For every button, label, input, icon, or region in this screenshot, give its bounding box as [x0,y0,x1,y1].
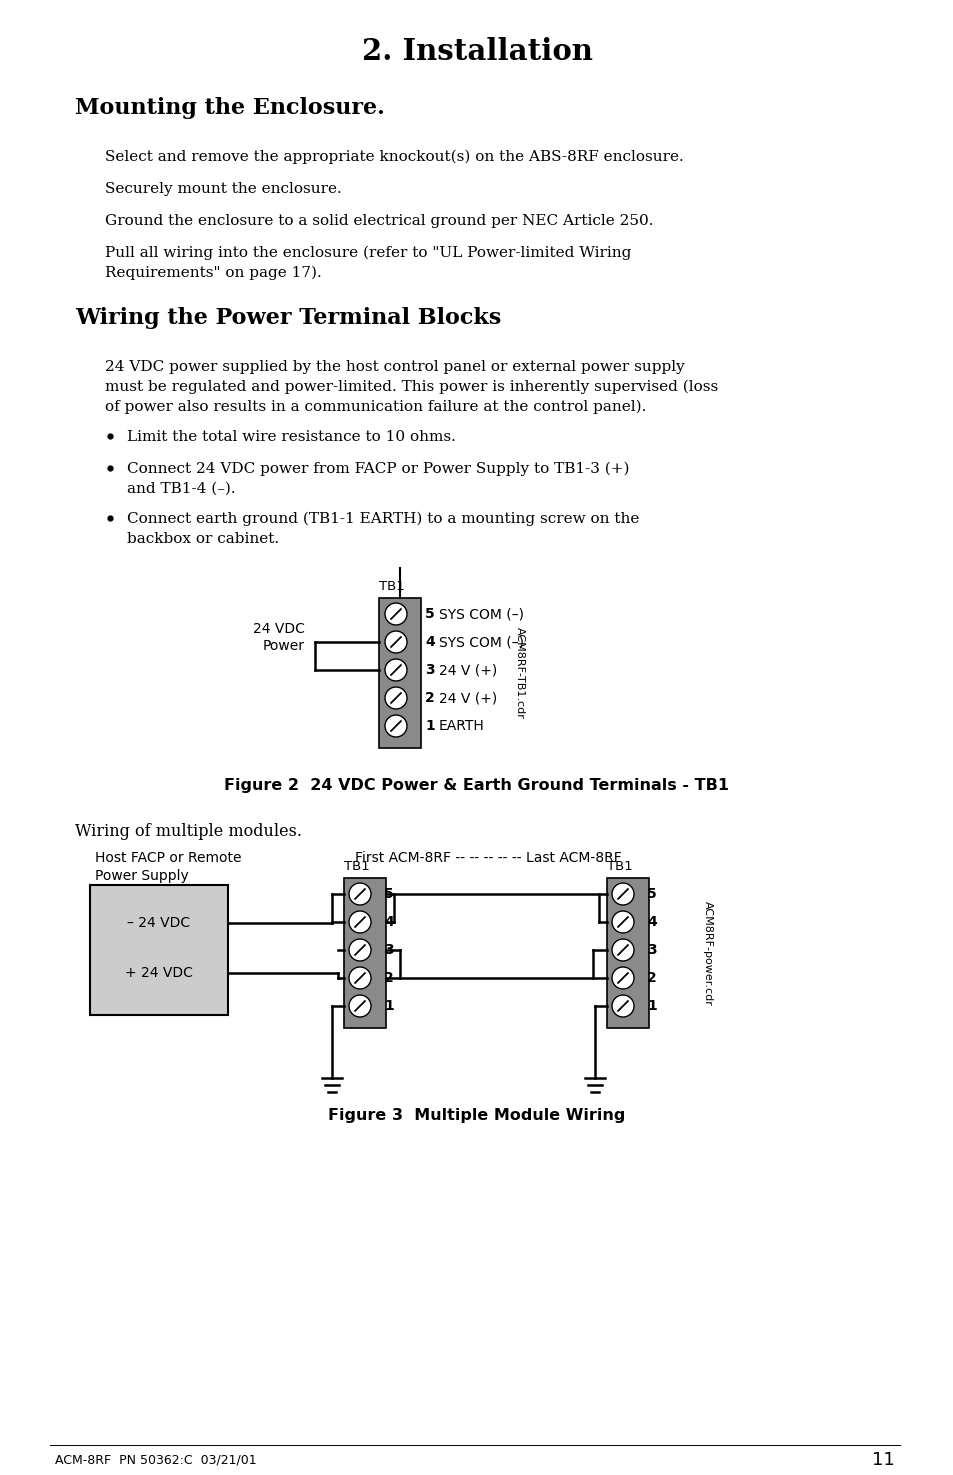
Text: SYS COM (–): SYS COM (–) [438,608,523,621]
Text: Mounting the Enclosure.: Mounting the Enclosure. [75,97,384,119]
Circle shape [349,884,371,906]
Text: 24 V (+): 24 V (+) [438,662,497,677]
Text: EARTH: EARTH [438,718,484,733]
Text: 5: 5 [384,886,394,901]
Text: ACM8RF-TB1.cdr: ACM8RF-TB1.cdr [515,627,524,718]
Text: 5: 5 [424,608,435,621]
Bar [90,885,228,1015]
Text: Limit the total wire resistance to 10 ohms.: Limit the total wire resistance to 10 oh… [127,431,456,444]
Circle shape [349,912,371,934]
Text: 24 VDC: 24 VDC [253,622,305,636]
Circle shape [385,659,407,681]
Text: Securely mount the enclosure.: Securely mount the enclosure. [105,181,341,196]
Text: 5: 5 [646,886,656,901]
Text: Wiring the Power Terminal Blocks: Wiring the Power Terminal Blocks [75,307,500,329]
Text: 1: 1 [384,999,394,1013]
Text: 3: 3 [384,943,394,957]
Circle shape [612,912,634,934]
Text: Ground the enclosure to a solid electrical ground per NEC Article 250.: Ground the enclosure to a solid electric… [105,214,653,229]
Bar [344,878,386,1028]
Text: Power Supply: Power Supply [95,869,189,884]
Circle shape [612,884,634,906]
Text: Connect earth ground (TB1-1 EARTH) to a mounting screw on the: Connect earth ground (TB1-1 EARTH) to a … [127,512,639,527]
Text: 1: 1 [424,718,435,733]
Text: TB1: TB1 [344,860,370,873]
Text: ACM-8RF  PN 50362:C  03/21/01: ACM-8RF PN 50362:C 03/21/01 [55,1453,256,1466]
Text: of power also results in a communication failure at the control panel).: of power also results in a communication… [105,400,646,414]
Text: 11: 11 [871,1451,894,1469]
Text: must be regulated and power-limited. This power is inherently supervised (loss: must be regulated and power-limited. Thi… [105,381,718,394]
Text: and TB1-4 (–).: and TB1-4 (–). [127,482,235,496]
Text: 4: 4 [646,914,656,929]
Circle shape [385,631,407,653]
Text: SYS COM (–): SYS COM (–) [438,636,523,649]
Circle shape [349,968,371,990]
Text: 2: 2 [424,690,435,705]
Circle shape [612,996,634,1016]
Text: Figure 2  24 VDC Power & Earth Ground Terminals - TB1: Figure 2 24 VDC Power & Earth Ground Ter… [224,777,729,794]
Circle shape [349,996,371,1016]
Circle shape [385,603,407,625]
Text: backbox or cabinet.: backbox or cabinet. [127,532,279,546]
Circle shape [385,715,407,738]
Circle shape [385,687,407,709]
Circle shape [612,968,634,990]
Text: 3: 3 [646,943,656,957]
Text: 24 VDC power supplied by the host control panel or external power supply: 24 VDC power supplied by the host contro… [105,360,684,375]
Text: Figure 3  Multiple Module Wiring: Figure 3 Multiple Module Wiring [328,1108,625,1122]
Text: 4: 4 [424,636,435,649]
Text: First ACM-8RF -- -- -- -- -- Last ACM-8RF: First ACM-8RF -- -- -- -- -- Last ACM-8R… [355,851,621,864]
Text: Select and remove the appropriate knockout(s) on the ABS-8RF enclosure.: Select and remove the appropriate knocko… [105,150,683,164]
Text: Connect 24 VDC power from FACP or Power Supply to TB1-3 (+): Connect 24 VDC power from FACP or Power … [127,462,629,476]
Text: Wiring of multiple modules.: Wiring of multiple modules. [75,823,302,839]
Text: TB1: TB1 [378,580,404,593]
Text: Requirements" on page 17).: Requirements" on page 17). [105,266,321,280]
Text: Pull all wiring into the enclosure (refer to "UL Power-limited Wiring: Pull all wiring into the enclosure (refe… [105,246,631,261]
Text: TB1: TB1 [606,860,632,873]
Text: 24 V (+): 24 V (+) [438,690,497,705]
Text: 3: 3 [424,662,435,677]
Circle shape [349,940,371,962]
Text: ACM8RF-power.cdr: ACM8RF-power.cdr [702,901,712,1006]
Text: 2: 2 [646,971,656,985]
Text: 1: 1 [646,999,656,1013]
Bar [378,597,420,748]
Bar [606,878,648,1028]
Text: Host FACP or Remote: Host FACP or Remote [95,851,241,864]
Text: Power: Power [263,639,305,653]
Text: 4: 4 [384,914,394,929]
Text: – 24 VDC: – 24 VDC [128,916,191,931]
Text: 2: 2 [384,971,394,985]
Text: 2. Installation: 2. Installation [361,37,592,66]
Circle shape [612,940,634,962]
Text: + 24 VDC: + 24 VDC [125,966,193,979]
